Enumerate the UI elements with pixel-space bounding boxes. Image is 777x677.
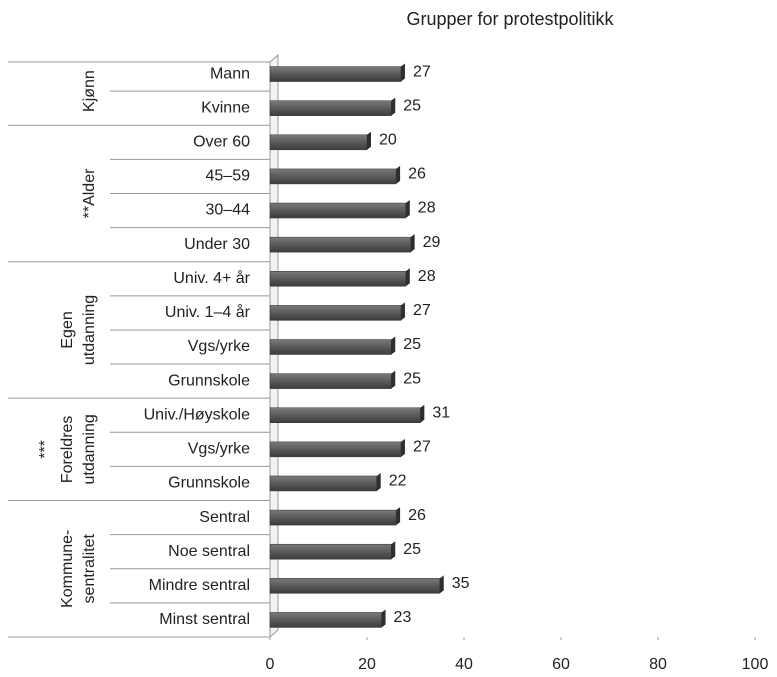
bar	[269, 441, 402, 458]
bar	[269, 509, 397, 526]
x-tick-label: 20	[358, 656, 376, 673]
y-tick-label: Grunnskole	[168, 372, 250, 389]
group-label: ***	[37, 440, 54, 459]
y-tick-label: Grunnskole	[168, 475, 250, 492]
bar-cap	[391, 336, 396, 355]
group-label: utdanning	[81, 414, 98, 484]
x-tick-label: 0	[266, 656, 275, 673]
bar	[269, 612, 382, 628]
bar	[269, 578, 440, 594]
group-label: sentralitet	[81, 534, 98, 604]
bar	[269, 373, 392, 389]
value-label: 20	[379, 132, 397, 149]
value-label: 28	[418, 268, 436, 285]
value-label: 27	[413, 439, 431, 456]
value-label: 25	[403, 97, 421, 114]
bar-cap	[410, 234, 415, 253]
value-label: 23	[394, 609, 412, 626]
value-label: 35	[452, 575, 470, 592]
bar-cap	[405, 268, 410, 287]
bar-cap	[396, 165, 401, 184]
group-label: Kommune-	[59, 530, 76, 608]
bar	[269, 100, 392, 116]
y-tick-label: Univ. 1–4 år	[165, 303, 251, 321]
value-label: 22	[389, 473, 407, 490]
value-label: 28	[418, 200, 436, 217]
y-tick-label: Univ./Høyskole	[144, 406, 250, 423]
x-tick-label: 40	[455, 656, 473, 673]
bar-cap	[391, 370, 396, 389]
value-label: 26	[408, 507, 426, 524]
value-label: 26	[408, 166, 426, 183]
y-tick-label: Under 30	[184, 236, 250, 253]
value-label: 29	[423, 234, 441, 251]
bar-cap	[391, 97, 396, 116]
group-label: utdanning	[81, 295, 98, 365]
y-tick-label: 45–59	[206, 168, 251, 185]
value-label: 27	[413, 302, 431, 319]
bar	[269, 339, 392, 355]
bar-cap	[376, 472, 381, 491]
bar	[269, 305, 402, 321]
group-label: Foreldres	[59, 416, 76, 484]
y-tick-label: Sentral	[199, 509, 250, 526]
bar	[269, 271, 407, 287]
bar	[269, 202, 407, 219]
bar-cap	[405, 200, 410, 219]
bar-cap	[439, 575, 444, 594]
value-label: 25	[403, 370, 421, 387]
y-tick-label: Vgs/yrke	[188, 441, 250, 458]
group-label: Kjønn	[81, 70, 98, 112]
y-tick-label: 30–44	[206, 202, 251, 219]
value-label: 25	[403, 541, 421, 558]
bar-cap	[400, 63, 405, 82]
bar	[269, 543, 392, 560]
y-tick-label: Minst sentral	[159, 611, 250, 628]
y-tick-label: Over 60	[193, 134, 250, 151]
bar	[269, 407, 421, 423]
x-tick-label: 100	[742, 656, 769, 673]
bar	[269, 66, 402, 82]
group-label: **Alder	[81, 168, 98, 218]
value-label: 31	[432, 404, 450, 421]
y-tick-label: Univ. 4+ år	[173, 269, 250, 287]
x-tick-label: 60	[552, 656, 570, 673]
bar	[269, 134, 368, 151]
y-tick-label: Kvinne	[201, 99, 250, 116]
bar	[269, 236, 411, 253]
value-label: 27	[413, 63, 431, 80]
value-label: 25	[403, 336, 421, 353]
y-tick-label: Vgs/yrke	[188, 338, 250, 355]
y-tick-label: Mindre sentral	[149, 577, 250, 594]
group-label: Egen	[59, 311, 76, 348]
bar-cap	[381, 609, 386, 628]
bar-cap	[420, 404, 425, 423]
bar-cap	[400, 302, 405, 321]
chart-title: Grupper for protestpolitikk	[406, 9, 614, 29]
bar-cap	[400, 438, 405, 457]
bar-cap	[396, 507, 401, 526]
bar-cap	[367, 131, 371, 150]
bar-cap	[391, 541, 396, 560]
y-tick-label: Mann	[210, 65, 250, 82]
bar	[269, 168, 397, 185]
x-tick-label: 80	[649, 656, 667, 673]
bar	[269, 475, 377, 492]
y-tick-label: Noe sentral	[168, 543, 250, 560]
